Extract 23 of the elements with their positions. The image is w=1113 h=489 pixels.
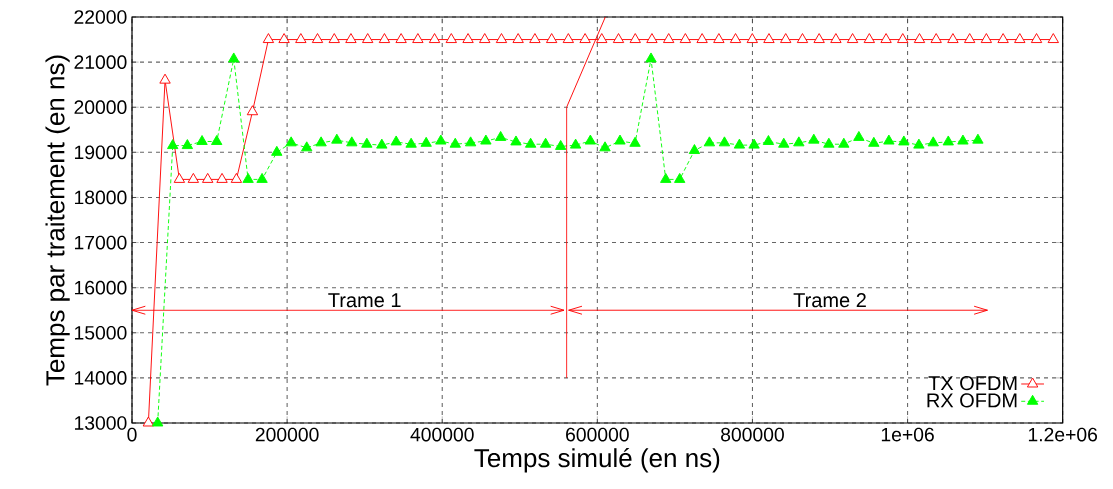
x-tick-label: 1e+06 [881, 427, 934, 442]
y-tick-label: 21000 [74, 55, 127, 69]
y-axis-title: Temps par traitement (en ns) [45, 55, 70, 386]
annotation: Trame 1 [328, 293, 401, 308]
x-tick-label: 0 [127, 427, 137, 442]
y-tick-label: 19000 [74, 145, 127, 160]
y-tick-label: 13000 [74, 416, 127, 430]
x-tick-label: 600000 [566, 427, 629, 442]
y-tick-label: 16000 [74, 280, 127, 295]
y-tick-label: 15000 [74, 325, 127, 340]
y-tick-label: 17000 [74, 235, 127, 250]
x-tick-label: 1.2e+06 [1028, 427, 1098, 442]
y-tick-label: 22000 [74, 10, 127, 24]
y-tick-label: 18000 [74, 190, 127, 205]
legend-label: RX OFDM [927, 393, 1017, 408]
x-axis-title: Temps simulé (en ns) [474, 447, 720, 473]
legend-label: TX OFDM [928, 376, 1017, 391]
x-tick-label: 400000 [410, 427, 474, 442]
x-tick-label: 200000 [255, 427, 319, 442]
x-tick-label: 800000 [721, 427, 784, 442]
y-tick-label: 20000 [74, 100, 127, 115]
y-tick-label: 14000 [74, 371, 127, 385]
annotation: Trame 2 [793, 293, 866, 308]
